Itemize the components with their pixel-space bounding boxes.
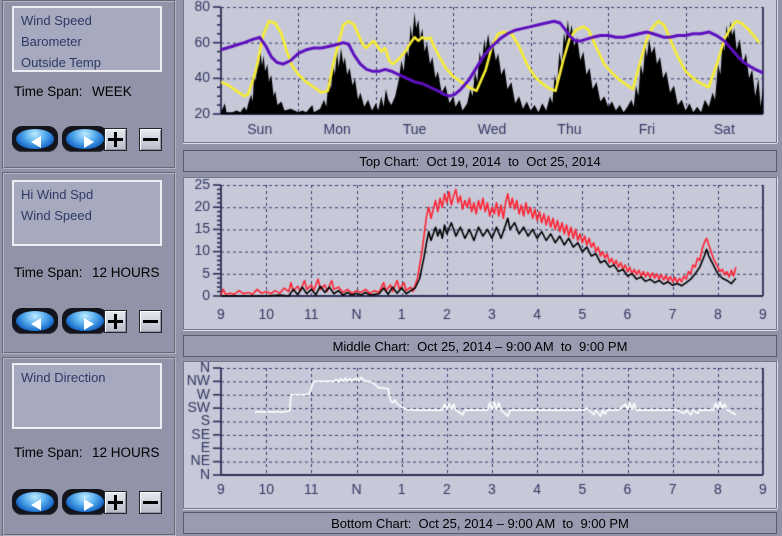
top-chart-controls: Wind Speed Barometer Outside Temp Time S… — [2, 0, 176, 169]
time-span-row: Time Span: 12 HOURS — [14, 445, 160, 460]
forward-button[interactable] — [62, 126, 108, 152]
top-chart-caption: Top Chart: Oct 19, 2014 to Oct 25, 2014 — [183, 150, 777, 172]
middle-chart-panel — [183, 177, 777, 330]
right-arrow-icon — [66, 311, 104, 331]
bottom-chart-canvas — [184, 362, 776, 508]
bottom-chart-series-list[interactable]: Wind Direction — [12, 363, 162, 429]
back-button[interactable] — [12, 489, 58, 515]
forward-button[interactable] — [62, 489, 108, 515]
bottom-chart-panel — [183, 361, 777, 509]
bottom-chart-nav-buttons — [4, 489, 174, 519]
back-button[interactable] — [12, 126, 58, 152]
list-item-barometer[interactable]: Barometer — [21, 34, 82, 49]
zoom-in-button[interactable] — [104, 491, 127, 514]
middle-chart-controls: Hi Wind Spd Wind Speed Time Span: 12 HOUR… — [2, 172, 176, 354]
right-arrow-icon — [66, 129, 104, 149]
time-span-value: 12 HOURS — [92, 265, 160, 280]
zoom-in-button[interactable] — [104, 310, 127, 333]
bottom-chart-caption: Bottom Chart: Oct 25, 2014 – 9:00 AM to … — [183, 512, 777, 534]
time-span-value: WEEK — [92, 84, 132, 99]
left-arrow-icon — [16, 492, 54, 512]
back-button[interactable] — [12, 308, 58, 334]
list-item-wind-speed[interactable]: Wind Speed — [21, 208, 92, 223]
minus-icon — [143, 138, 158, 141]
left-arrow-icon — [16, 311, 54, 331]
minus-icon — [143, 320, 158, 323]
zoom-in-button[interactable] — [104, 128, 127, 151]
middle-chart-nav-buttons — [4, 308, 174, 338]
middle-chart-canvas — [184, 178, 776, 329]
time-span-value: 12 HOURS — [92, 445, 160, 460]
time-span-label: Time Span: — [14, 265, 83, 280]
list-item-wind-direction[interactable]: Wind Direction — [21, 370, 106, 385]
zoom-out-button[interactable] — [139, 128, 162, 151]
time-span-label: Time Span: — [14, 445, 83, 460]
top-chart-panel — [183, 0, 777, 143]
zoom-out-button[interactable] — [139, 310, 162, 333]
time-span-row: Time Span: 12 HOURS — [14, 265, 160, 280]
list-item-hi-wind-spd[interactable]: Hi Wind Spd — [21, 187, 94, 202]
time-span-label: Time Span: — [14, 84, 83, 99]
middle-chart-series-list[interactable]: Hi Wind Spd Wind Speed — [12, 180, 162, 246]
forward-button[interactable] — [62, 308, 108, 334]
time-span-row: Time Span: WEEK — [14, 84, 132, 99]
top-chart-canvas — [184, 0, 776, 141]
zoom-out-button[interactable] — [139, 491, 162, 514]
middle-chart-caption: Middle Chart: Oct 25, 2014 – 9:00 AM to … — [183, 335, 777, 357]
bottom-chart-controls: Wind Direction Time Span: 12 HOURS — [2, 357, 176, 536]
list-item-wind-speed[interactable]: Wind Speed — [21, 13, 92, 28]
right-arrow-icon — [66, 492, 104, 512]
left-arrow-icon — [16, 129, 54, 149]
list-item-outside-temp[interactable]: Outside Temp — [21, 55, 101, 70]
top-chart-nav-buttons — [4, 126, 174, 156]
top-chart-series-list[interactable]: Wind Speed Barometer Outside Temp — [12, 6, 162, 72]
minus-icon — [143, 501, 158, 504]
